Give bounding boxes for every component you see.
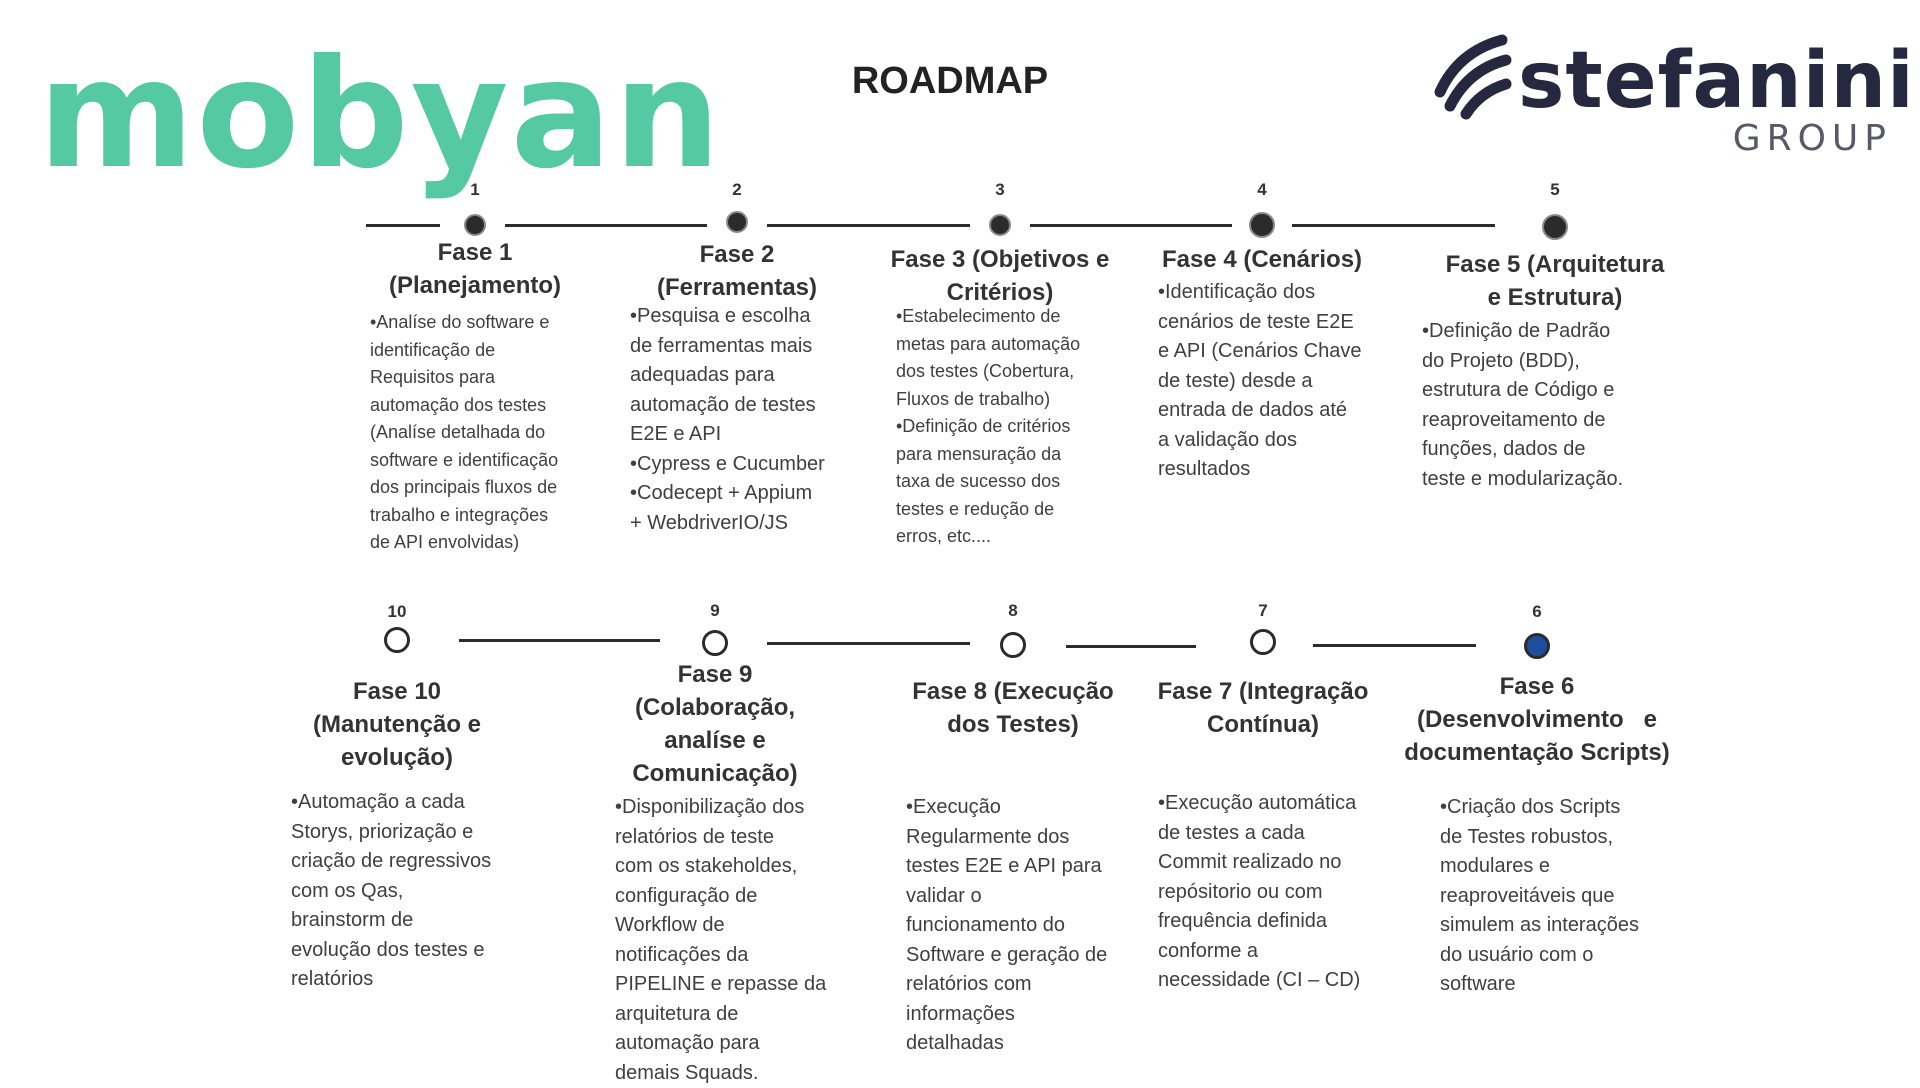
- timeline-connector: [1066, 645, 1196, 648]
- phase-title: Fase 9 (Colaboração, analíse e Comunicação): [632, 661, 798, 787]
- page-title: ROADMAP: [851, 60, 1049, 102]
- timeline-connector: [366, 224, 440, 227]
- phase-title: Fase 10 (Manutenção e evolução): [312, 678, 482, 771]
- phase-title: Fase 6 (Desenvolvimento e documentação Scr…: [1404, 673, 1670, 766]
- phase-title: Fase 7 (Integração Contínua): [1157, 678, 1369, 738]
- phase-number: 6: [1532, 602, 1542, 621]
- phase-marker-pending: [384, 627, 410, 653]
- phase-description: •Analíse do software e identificação de Re…: [370, 312, 559, 552]
- phase-marker-filled: [989, 214, 1011, 236]
- phase-number: 10: [387, 602, 407, 621]
- phase-number: 9: [710, 601, 720, 620]
- phase-description: •Disponibilização dos relatórios de teste…: [615, 796, 827, 1084]
- phase-description: •Estabelecimento de metas para automação d…: [896, 306, 1081, 546]
- phase-title: Fase 5 (Arquitetura e Estrutura): [1445, 251, 1665, 311]
- mobyan-logo: mobyan: [38, 28, 723, 202]
- phase-marker-filled: [1542, 214, 1568, 240]
- phase-marker-pending: [702, 630, 728, 656]
- phase-description: •Execução automática de testes a cada Comm…: [1158, 792, 1361, 991]
- timeline-connector: [459, 639, 660, 642]
- phase-number: 7: [1258, 601, 1268, 620]
- phase-number: 4: [1257, 180, 1267, 199]
- phase-title: Fase 2 (Ferramentas): [656, 241, 818, 301]
- phase-number: 8: [1008, 601, 1018, 620]
- timeline-connector: [767, 642, 970, 645]
- phase-marker-pending: [1250, 629, 1276, 655]
- phase-title: Fase 8 (Execução dos Testes): [912, 678, 1114, 738]
- phase-description: •Identificação dos cenários de teste E2E e…: [1158, 281, 1362, 480]
- phase-description: •Automação a cada Storys, priorização e cr…: [291, 791, 492, 990]
- phase-title: Fase 4 (Cenários): [1161, 246, 1363, 273]
- phase-marker-filled: [1249, 212, 1275, 238]
- phase-description: •Definição de Padrão do Projeto (BDD), est…: [1422, 320, 1624, 490]
- timeline-connector: [1030, 224, 1232, 227]
- timeline-connector: [1292, 224, 1495, 227]
- phase-marker-pending: [1000, 632, 1026, 658]
- phase-number: 5: [1550, 180, 1560, 199]
- phase-marker-filled: [464, 214, 486, 236]
- phase-description: •Pesquisa e escolha de ferramentas mais ad…: [630, 305, 825, 534]
- phase-marker-filled: [726, 211, 748, 233]
- timeline-connector: [767, 224, 970, 227]
- timeline-connector: [1313, 644, 1476, 647]
- phase-title: Fase 3 (Objetivos e Critérios): [890, 246, 1110, 306]
- phase-number: 3: [995, 180, 1005, 199]
- stefanini-logo: stefanini GROUP: [1430, 30, 1914, 160]
- timeline-connector: [505, 224, 707, 227]
- stefanini-swoosh-icon: [1434, 34, 1512, 120]
- phase-description: •Criação dos Scripts de Testes robustos, m…: [1440, 796, 1639, 995]
- phase-marker-current: [1524, 633, 1550, 659]
- phase-title: Fase 1 (Planejamento): [388, 239, 562, 299]
- phase-number: 2: [732, 180, 742, 199]
- phase-description: •Execução Regularmente dos testes E2E e AP…: [906, 796, 1108, 1054]
- phase-number: 1: [470, 180, 480, 199]
